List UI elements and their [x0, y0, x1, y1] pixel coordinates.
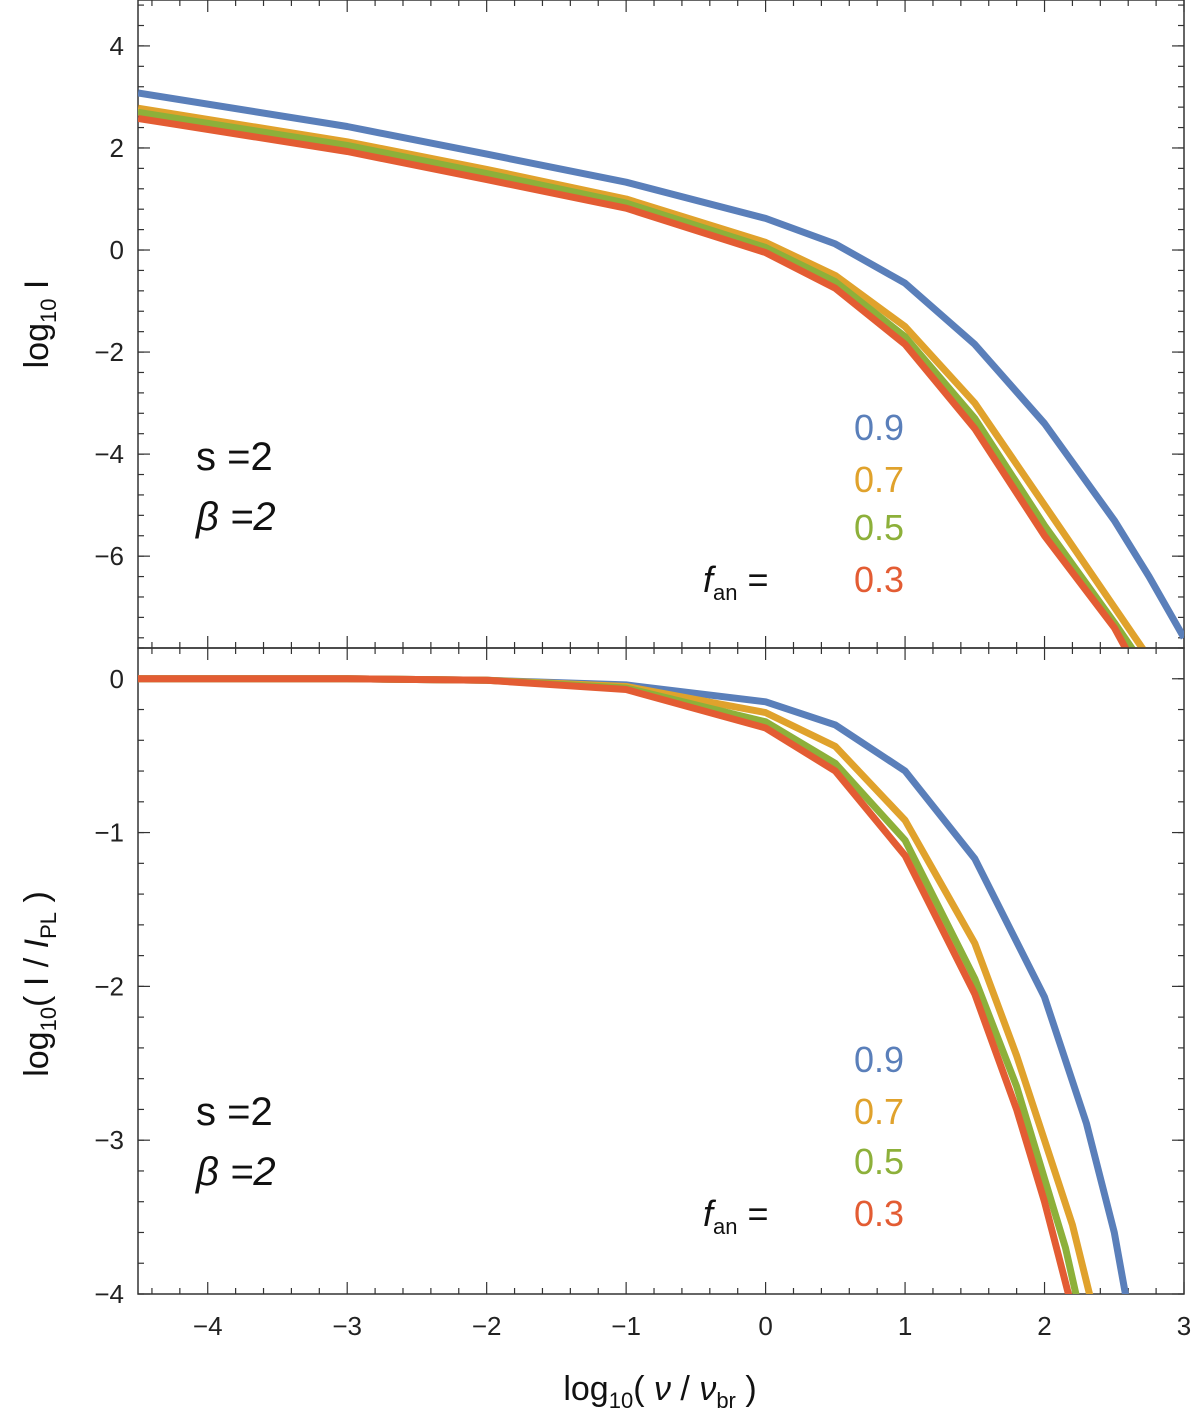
- bottom-panel-ticks: [138, 647, 1185, 1295]
- top-panel-frame: [137, 0, 1185, 649]
- top-y-tick-label: −4: [94, 439, 124, 469]
- x-tick-labels: −4 −3 −2 −1 0 1 2 3: [193, 1311, 1191, 1341]
- bottom-param-beta: β =2: [195, 1150, 276, 1194]
- top-legend-0.3: 0.3: [854, 559, 904, 600]
- x-tick-label: 3: [1177, 1311, 1191, 1341]
- x-tick-label: −2: [472, 1311, 502, 1341]
- bottom-series-0.3: [138, 675, 1073, 1294]
- top-series-0.5: [138, 108, 1136, 648]
- bottom-y-tick-label: 0: [110, 664, 124, 694]
- bottom-y-tick-label: −2: [94, 971, 124, 1001]
- bottom-series-0.5: [138, 675, 1080, 1294]
- x-tick-label: −3: [332, 1311, 362, 1341]
- x-tick-label: −4: [193, 1311, 223, 1341]
- bottom-legend-0.5: 0.5: [854, 1141, 904, 1182]
- x-tick-label: −1: [611, 1311, 641, 1341]
- bottom-panel: 0 −1 −2 −3 −4 log10( I / IPL ) s =2 β =2 0.9…: [18, 647, 1185, 1309]
- top-y-tick-label: 0: [110, 235, 124, 265]
- bottom-y-tick-label: −4: [94, 1279, 124, 1309]
- bottom-panel-frame: [137, 647, 1185, 1295]
- x-tick-label: 2: [1037, 1311, 1051, 1341]
- top-param-beta: β =2: [195, 495, 276, 539]
- top-y-tick-label: 2: [110, 133, 124, 163]
- bottom-series-group: [138, 675, 1129, 1294]
- top-legend-0.5: 0.5: [854, 507, 904, 548]
- top-legend-prefix: fan =: [703, 559, 769, 605]
- top-param-s: s =2: [196, 435, 273, 479]
- top-series-0.7: [138, 104, 1147, 648]
- bottom-y-axis-label: log10( I / IPL ): [18, 891, 61, 1077]
- x-tick-label: 0: [758, 1311, 772, 1341]
- bottom-legend-prefix: fan =: [703, 1193, 769, 1239]
- bottom-legend-0.3: 0.3: [854, 1193, 904, 1234]
- bottom-y-tick-label: −3: [94, 1125, 124, 1155]
- top-series-0.3: [138, 114, 1130, 648]
- x-tick-label: 1: [898, 1311, 912, 1341]
- top-series-0.9: [138, 89, 1184, 640]
- top-legend-0.9: 0.9: [854, 407, 904, 448]
- bottom-series-0.7: [138, 675, 1094, 1294]
- bottom-y-tick-label: −1: [94, 818, 124, 848]
- bottom-legend-0.7: 0.7: [854, 1091, 904, 1132]
- top-legend-0.7: 0.7: [854, 459, 904, 500]
- bottom-param-s: s =2: [196, 1090, 273, 1134]
- top-panel: 420−2−4−6 log10 I s =2 β =2 0.9 0.7 0.5 …: [18, 0, 1185, 649]
- x-axis-label: log10( ν / νbr ): [563, 1370, 756, 1413]
- bottom-legend-0.9: 0.9: [854, 1039, 904, 1080]
- top-y-axis-label: log10 I: [18, 280, 61, 369]
- top-y-tick-label: −6: [94, 541, 124, 571]
- bottom-y-tick-labels: 0 −1 −2 −3 −4: [94, 664, 124, 1309]
- top-y-tick-labels: 4 2 0 −2 −4 −6: [94, 31, 124, 571]
- top-panel-ticks: [138, 0, 1185, 648]
- top-series-group: [138, 89, 1184, 648]
- top-y-tick-label: −2: [94, 337, 124, 367]
- top-y-tick-label: 4: [110, 31, 124, 61]
